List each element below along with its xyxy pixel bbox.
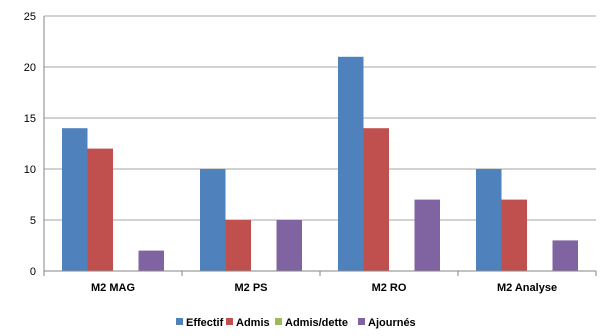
bar-ajourn-s-m2-ro — [414, 199, 440, 271]
bar-admis-m2-mag — [87, 148, 113, 271]
bar-effectif-m2-mag — [62, 128, 88, 271]
x-category-label: M2 PS — [234, 282, 267, 294]
legend-label: Effectif — [186, 317, 224, 329]
x-category-label: M2 RO — [372, 282, 407, 294]
bar-effectif-m2-ps — [200, 169, 226, 271]
gridlines — [44, 15, 596, 221]
bar-effectif-m2-ro — [338, 56, 364, 271]
legend-label: Admis — [236, 317, 270, 329]
legend-swatch — [275, 318, 282, 325]
legend-label: Admis/dette — [285, 317, 348, 329]
bar-admis-m2-ro — [363, 128, 389, 271]
bar-admis-m2-ps — [225, 220, 251, 271]
x-category-label: M2 Analyse — [497, 282, 557, 294]
bar-ajourn-s-m2-analyse — [552, 240, 578, 271]
bar-admis-m2-analyse — [501, 199, 527, 271]
y-tick-label: 25 — [24, 11, 36, 23]
legend-swatch — [226, 318, 233, 325]
bars — [62, 56, 578, 271]
y-tick-labels: 0 5 10 15 20 25 — [24, 11, 36, 278]
bar-ajourn-s-m2-mag — [138, 250, 164, 271]
y-tick-label: 5 — [30, 215, 36, 227]
y-tick-label: 0 — [30, 266, 36, 278]
axes — [43, 16, 597, 276]
legend-label: Ajournés — [368, 317, 416, 329]
y-tick-label: 15 — [24, 113, 36, 125]
legend-swatch — [358, 318, 365, 325]
bar-ajourn-s-m2-ps — [276, 220, 302, 271]
bar-effectif-m2-analyse — [476, 169, 502, 271]
x-category-labels: M2 MAG M2 PS M2 RO M2 Analyse — [91, 282, 557, 294]
x-category-label: M2 MAG — [91, 282, 135, 294]
y-tick-label: 20 — [24, 62, 36, 74]
legend: Effectif Admis Admis/dette Ajournés — [176, 317, 416, 329]
y-tick-label: 10 — [24, 164, 36, 176]
legend-swatch — [176, 318, 183, 325]
